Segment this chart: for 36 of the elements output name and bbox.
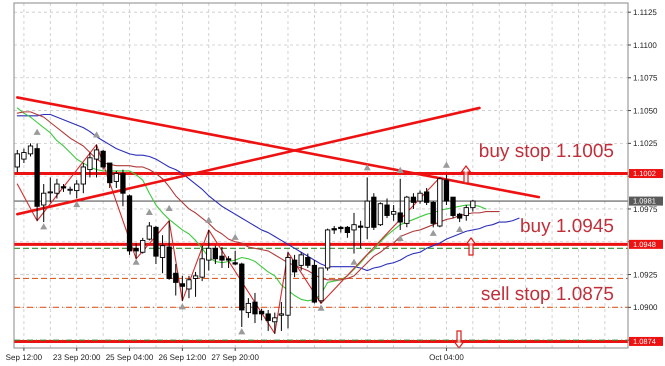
y-tick-label: 1.0900 [633, 303, 658, 312]
annotation: sell stop 1.0875 [480, 284, 614, 305]
point [34, 128, 41, 135]
point [364, 164, 371, 170]
x-tick-label: 25 Sep 04:00 [106, 353, 154, 362]
annotation: buy 1.0945 [520, 216, 614, 237]
point [396, 235, 404, 242]
point [456, 226, 464, 232]
point [442, 162, 450, 168]
point [73, 200, 80, 208]
point [238, 328, 246, 334]
y-tick-label: 1.1050 [633, 106, 658, 116]
y-tick-label: 1.0925 [633, 270, 658, 280]
x-tick-label: Sep 12:00 [6, 353, 43, 362]
x-tick-label: 27 Sep 20:00 [211, 353, 260, 362]
x-tick-label: 23 Sep 20:00 [52, 353, 102, 362]
point [317, 304, 325, 311]
point [166, 204, 173, 212]
point [396, 166, 404, 173]
y-tick-label: 1.1075 [633, 74, 658, 83]
point [430, 230, 437, 236]
point [232, 234, 239, 240]
point [146, 208, 153, 215]
x-tick-label: Oct 04:00 [429, 353, 464, 362]
point [132, 258, 140, 265]
annotation: buy stop 1.1005 [478, 141, 614, 162]
point [40, 223, 48, 230]
point [92, 131, 100, 138]
y-tick-label: 1.1100 [633, 40, 658, 50]
point [205, 216, 212, 223]
point [350, 258, 358, 265]
y-tick-label: 1.1125 [633, 8, 658, 17]
x-tick-label: 26 Sep 12:00 [158, 353, 207, 362]
point [178, 303, 186, 310]
y-tick-label: 1.0975 [633, 204, 658, 214]
y-tick-label: 1.1025 [633, 139, 658, 148]
